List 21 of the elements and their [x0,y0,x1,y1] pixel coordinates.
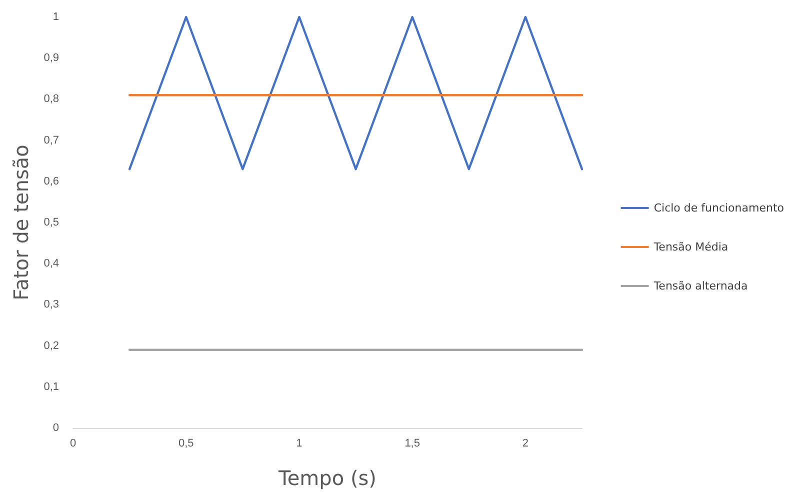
x-tick-label: 1 [296,438,302,450]
x-tick-label: 1,5 [404,438,420,450]
y-tick-label: 0,4 [44,258,59,270]
y-axis-title: Fator de tensão [9,144,33,300]
legend-label: Tensão Média [652,240,728,254]
y-tick-label: 0,1 [44,380,59,393]
y-tick-label: 1 [52,11,59,23]
y-tick-label: 0 [52,422,59,434]
y-tick-label: 0,3 [44,298,59,311]
y-tick-label: 0,9 [44,52,59,64]
x-axis-title: Tempo (s) [278,466,376,490]
y-tick-label: 0,5 [44,216,59,228]
x-tick-label: 0 [70,438,76,450]
legend-label: Ciclo de funcionamento [654,202,784,214]
legend-label: Tensão alternada [652,280,748,292]
y-tick-label: 0,2 [44,340,59,352]
y-tick-label: 0,7 [44,134,59,146]
y-tick-label: 0,8 [44,93,59,106]
y-tick-label: 0,6 [44,175,59,188]
x-tick-label: 0,5 [178,438,194,450]
x-tick-label: 2 [522,438,529,450]
